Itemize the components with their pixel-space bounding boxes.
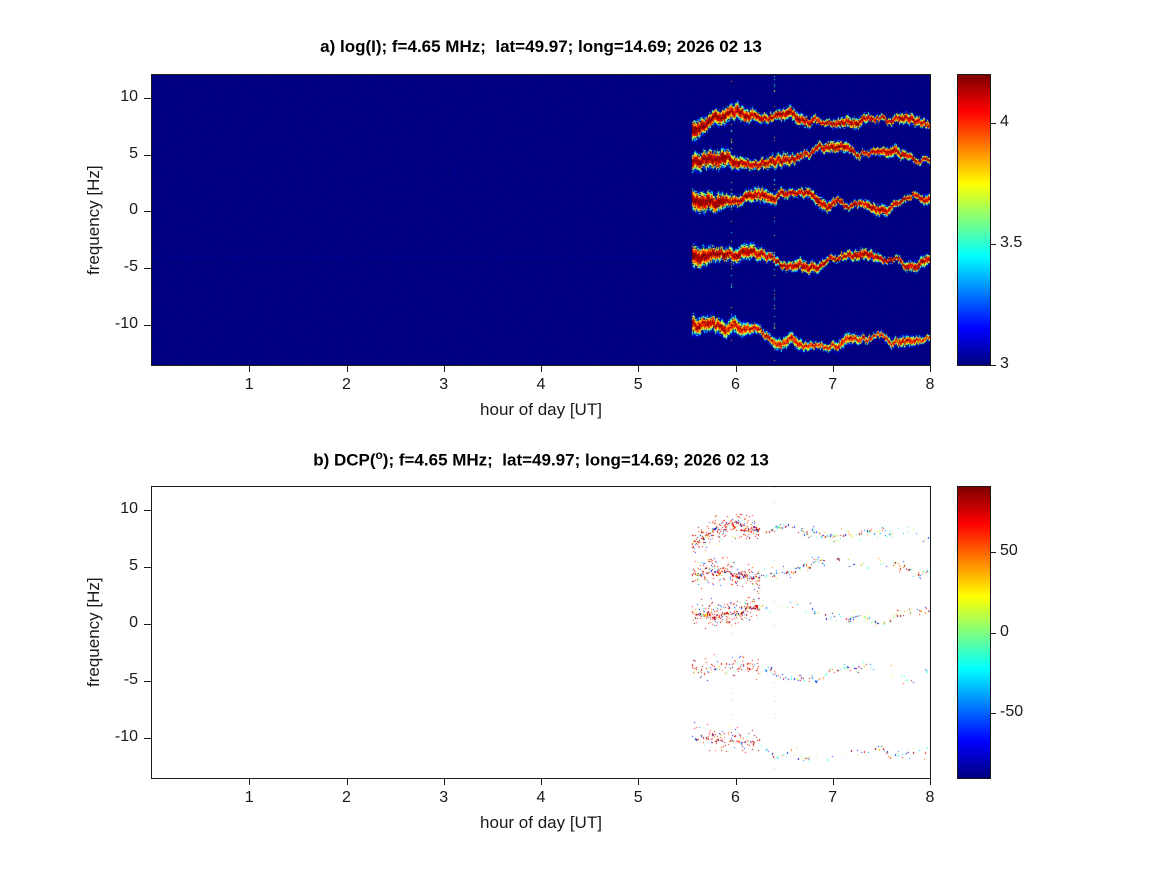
panel-b-colorbar-canvas [958, 487, 990, 778]
panel-a-heatmap-canvas [152, 75, 930, 365]
y-tick-mark [144, 624, 151, 625]
y-tick-mark [144, 155, 151, 156]
colorbar-tick-mark [991, 552, 996, 553]
panel-b-title-suffix: ); f=4.65 MHz; lat=49.97; long=14.69; 20… [382, 450, 769, 470]
y-tick-mark [144, 567, 151, 568]
panel-a-colorbar [957, 74, 991, 366]
y-tick-label: 10 [120, 500, 138, 517]
y-tick-label: -5 [123, 258, 138, 275]
colorbar-tick-mark [991, 633, 996, 634]
x-tick-mark [249, 779, 251, 785]
x-tick-mark [735, 366, 737, 372]
colorbar-tick-label: 3 [1000, 355, 1009, 372]
x-tick-mark [638, 779, 640, 785]
panel-a-colorbar-canvas [958, 75, 990, 365]
y-tick-label: -10 [114, 728, 138, 745]
x-tick-label: 1 [244, 376, 254, 393]
x-tick-label: 5 [633, 789, 643, 806]
y-tick-label: 5 [129, 145, 138, 162]
x-tick-label: 4 [536, 376, 546, 393]
colorbar-tick-label: -50 [1000, 703, 1024, 720]
x-tick-mark [638, 366, 640, 372]
y-tick-label: 0 [129, 614, 138, 631]
x-tick-label: 8 [925, 789, 935, 806]
y-tick-label: 5 [129, 557, 138, 574]
x-tick-label: 5 [633, 376, 643, 393]
panel-a-x-axis-label: hour of day [UT] [480, 400, 602, 419]
panel-b-title-prefix: b) DCP( [313, 450, 376, 470]
x-tick-label: 7 [828, 789, 838, 806]
x-tick-mark [930, 779, 931, 785]
y-tick-label: -5 [123, 671, 138, 688]
x-tick-label: 4 [536, 789, 546, 806]
x-tick-label: 2 [342, 789, 351, 806]
x-tick-mark [249, 366, 251, 372]
colorbar-tick-label: 50 [1000, 542, 1018, 559]
y-tick-mark [144, 211, 151, 212]
y-tick-mark [144, 738, 151, 739]
y-tick-mark [144, 325, 151, 326]
x-tick-mark [930, 366, 931, 372]
x-tick-mark [346, 366, 348, 372]
y-tick-mark [144, 268, 151, 269]
colorbar-tick-mark [991, 713, 996, 714]
x-tick-label: 1 [244, 789, 254, 806]
y-tick-mark [144, 98, 151, 99]
panel-b-x-axis-label: hour of day [UT] [480, 813, 602, 832]
x-tick-mark [832, 779, 834, 785]
x-tick-mark [541, 779, 542, 785]
colorbar-tick-label: 4 [1000, 113, 1009, 130]
panel-b-colorbar [957, 486, 991, 779]
x-tick-mark [541, 366, 542, 372]
panel-a-title: a) log(I); f=4.65 MHz; lat=49.97; long=1… [320, 37, 762, 56]
colorbar-tick-mark [991, 244, 996, 245]
panel-b-heatmap [151, 486, 931, 779]
y-tick-mark [144, 681, 151, 682]
panel-b-heatmap-canvas [152, 487, 930, 778]
y-tick-label: -10 [114, 315, 138, 332]
colorbar-tick-label: 3.5 [1000, 234, 1023, 251]
x-tick-label: 7 [828, 376, 838, 393]
x-tick-mark [832, 366, 834, 372]
x-tick-label: 2 [342, 376, 351, 393]
x-tick-label: 6 [731, 376, 740, 393]
y-tick-mark [144, 510, 151, 511]
panel-b-title-superscript: o [375, 448, 383, 462]
colorbar-tick-label: 0 [1000, 623, 1009, 640]
x-tick-mark [735, 779, 737, 785]
x-tick-label: 8 [925, 376, 935, 393]
x-tick-mark [443, 366, 445, 372]
x-tick-label: 3 [439, 376, 449, 393]
colorbar-tick-mark [991, 123, 996, 124]
colorbar-tick-mark [991, 365, 996, 366]
y-tick-label: 0 [129, 201, 138, 218]
x-tick-mark [346, 779, 348, 785]
y-tick-label: 10 [120, 88, 138, 105]
x-tick-label: 6 [731, 789, 740, 806]
x-tick-label: 3 [439, 789, 449, 806]
panel-b-title: b) DCP(o); f=4.65 MHz; lat=49.97; long=1… [152, 448, 930, 471]
x-tick-mark [443, 779, 445, 785]
panel-a-heatmap [151, 74, 931, 366]
